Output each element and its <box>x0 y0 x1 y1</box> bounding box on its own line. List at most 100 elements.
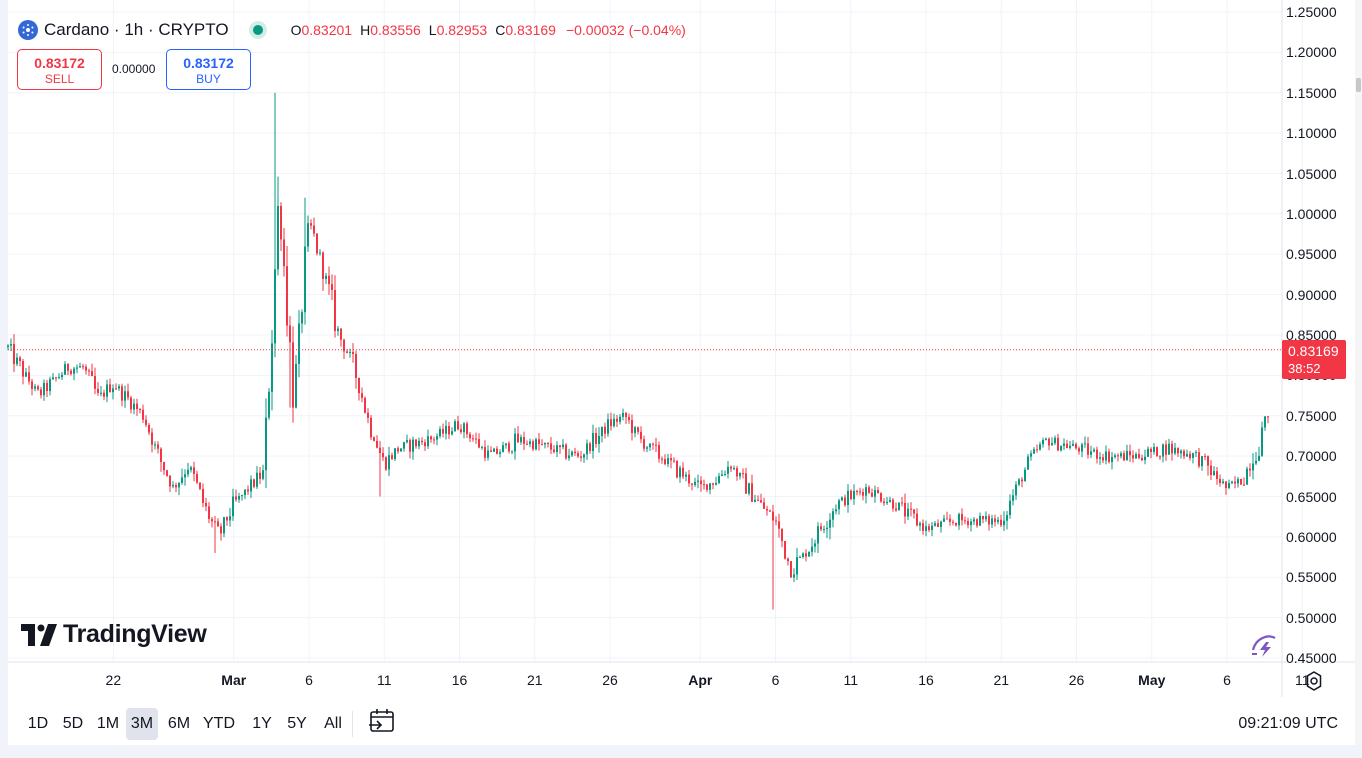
candle-body <box>1258 455 1260 461</box>
candle-body <box>823 529 825 531</box>
candle-body <box>91 371 93 377</box>
bar-countdown: 38:52 <box>1288 361 1321 376</box>
timezone-clock[interactable]: 09:21:09 UTC <box>1238 715 1338 732</box>
candle-body <box>13 343 15 365</box>
candle-body <box>760 500 762 503</box>
candle-body <box>1030 453 1032 457</box>
current-price-label: 0.83169 <box>1288 343 1339 359</box>
goto-date-icon[interactable] <box>368 708 398 736</box>
candle-body <box>1006 515 1008 521</box>
range-button-1y[interactable]: 1Y <box>252 715 272 732</box>
flash-icon[interactable] <box>1250 632 1278 660</box>
candle-body <box>991 518 993 525</box>
range-button-all[interactable]: All <box>324 715 342 732</box>
candle-body <box>691 483 693 485</box>
candle-body <box>1186 453 1188 457</box>
candle-body <box>820 526 822 530</box>
cardano-icon[interactable] <box>18 20 38 40</box>
candle-body <box>1096 449 1098 459</box>
candle-body <box>916 513 918 526</box>
time-scale-label: 6 <box>1223 672 1231 688</box>
candle-body <box>508 443 510 452</box>
candle-body <box>202 488 204 503</box>
page-scrollbar[interactable] <box>1355 0 1362 745</box>
range-button-5y[interactable]: 5Y <box>287 715 307 732</box>
candle-body <box>808 551 810 557</box>
candle-body <box>289 325 291 343</box>
price-scale-label: 0.95000 <box>1286 246 1337 263</box>
candle-body <box>313 225 315 234</box>
candle-body <box>1117 455 1119 457</box>
candle-body <box>931 525 933 531</box>
candle-body <box>10 343 12 346</box>
candle-body <box>34 386 36 389</box>
candle-body <box>871 492 873 497</box>
candle-body <box>334 290 336 331</box>
candle-body <box>1252 463 1254 471</box>
range-button-5d[interactable]: 5D <box>62 715 84 732</box>
candle-body <box>862 492 864 496</box>
candle-body <box>346 351 348 353</box>
candle-body <box>799 556 801 558</box>
settings-gear-icon[interactable] <box>1303 670 1325 692</box>
candle-body <box>562 444 564 448</box>
candle-body <box>1123 453 1125 461</box>
candle-body <box>637 427 639 432</box>
candle-body <box>265 417 267 471</box>
candlestick-series <box>7 92 1269 610</box>
candle-body <box>67 364 69 371</box>
candle-body <box>466 423 468 435</box>
candle-body <box>127 391 129 398</box>
candle-body <box>166 470 168 476</box>
candle-body <box>463 423 465 433</box>
open-label: O <box>290 22 302 38</box>
candle-body <box>919 523 921 526</box>
close-value: 0.83169 <box>505 22 556 38</box>
candle-body <box>1267 416 1269 418</box>
candle-body <box>1021 479 1023 482</box>
candle-body <box>973 519 975 522</box>
candle-body <box>325 275 327 280</box>
candle-body <box>967 520 969 526</box>
buy-button[interactable]: 0.83172 BUY <box>166 49 251 90</box>
price-scale-label: 1.20000 <box>1286 44 1337 61</box>
range-button-6m[interactable]: 6M <box>167 715 191 732</box>
sell-button[interactable]: 0.83172 SELL <box>17 49 102 90</box>
candle-body <box>97 388 99 393</box>
candle-body <box>1063 443 1065 446</box>
candle-body <box>1087 443 1089 455</box>
close-label: C <box>495 22 506 38</box>
range-button-3m[interactable]: 3M <box>126 708 158 740</box>
price-scale-label: 0.65000 <box>1286 488 1337 505</box>
candle-body <box>1093 449 1095 452</box>
candle-body <box>688 474 690 484</box>
price-chart[interactable] <box>0 0 1355 697</box>
range-button-ytd[interactable]: YTD <box>203 715 235 732</box>
candle-body <box>1153 446 1155 452</box>
range-button-1m[interactable]: 1M <box>96 715 120 732</box>
time-scale-label: 11 <box>1295 672 1310 688</box>
candle-body <box>709 483 711 490</box>
candle-body <box>478 439 480 448</box>
current-price-tag: 0.83169 38:52 <box>1282 340 1346 379</box>
candle-body <box>1036 449 1038 451</box>
candle-body <box>514 433 516 452</box>
candle-body <box>370 417 372 438</box>
candle-body <box>529 441 531 445</box>
tradingview-logo[interactable]: TradingView <box>21 620 207 649</box>
candle-body <box>160 448 162 462</box>
candle-body <box>880 493 882 502</box>
candle-body <box>613 418 615 427</box>
candle-body <box>661 458 663 460</box>
candle-body <box>625 413 627 417</box>
symbol-title[interactable]: Cardano · 1h · CRYPTO <box>44 20 229 39</box>
candle-body <box>877 489 879 494</box>
bottom-toolbar: 1D 5D 1M 3M 6M YTD 1Y 5Y All 09:21:09 UTC <box>8 697 1354 745</box>
range-button-1d[interactable]: 1D <box>27 715 49 732</box>
candle-body <box>406 440 408 443</box>
candle-body <box>151 432 153 445</box>
candle-body <box>154 444 156 446</box>
scrollbar-thumb[interactable] <box>1356 78 1361 92</box>
candle-body <box>982 515 984 520</box>
candle-body <box>232 496 234 517</box>
